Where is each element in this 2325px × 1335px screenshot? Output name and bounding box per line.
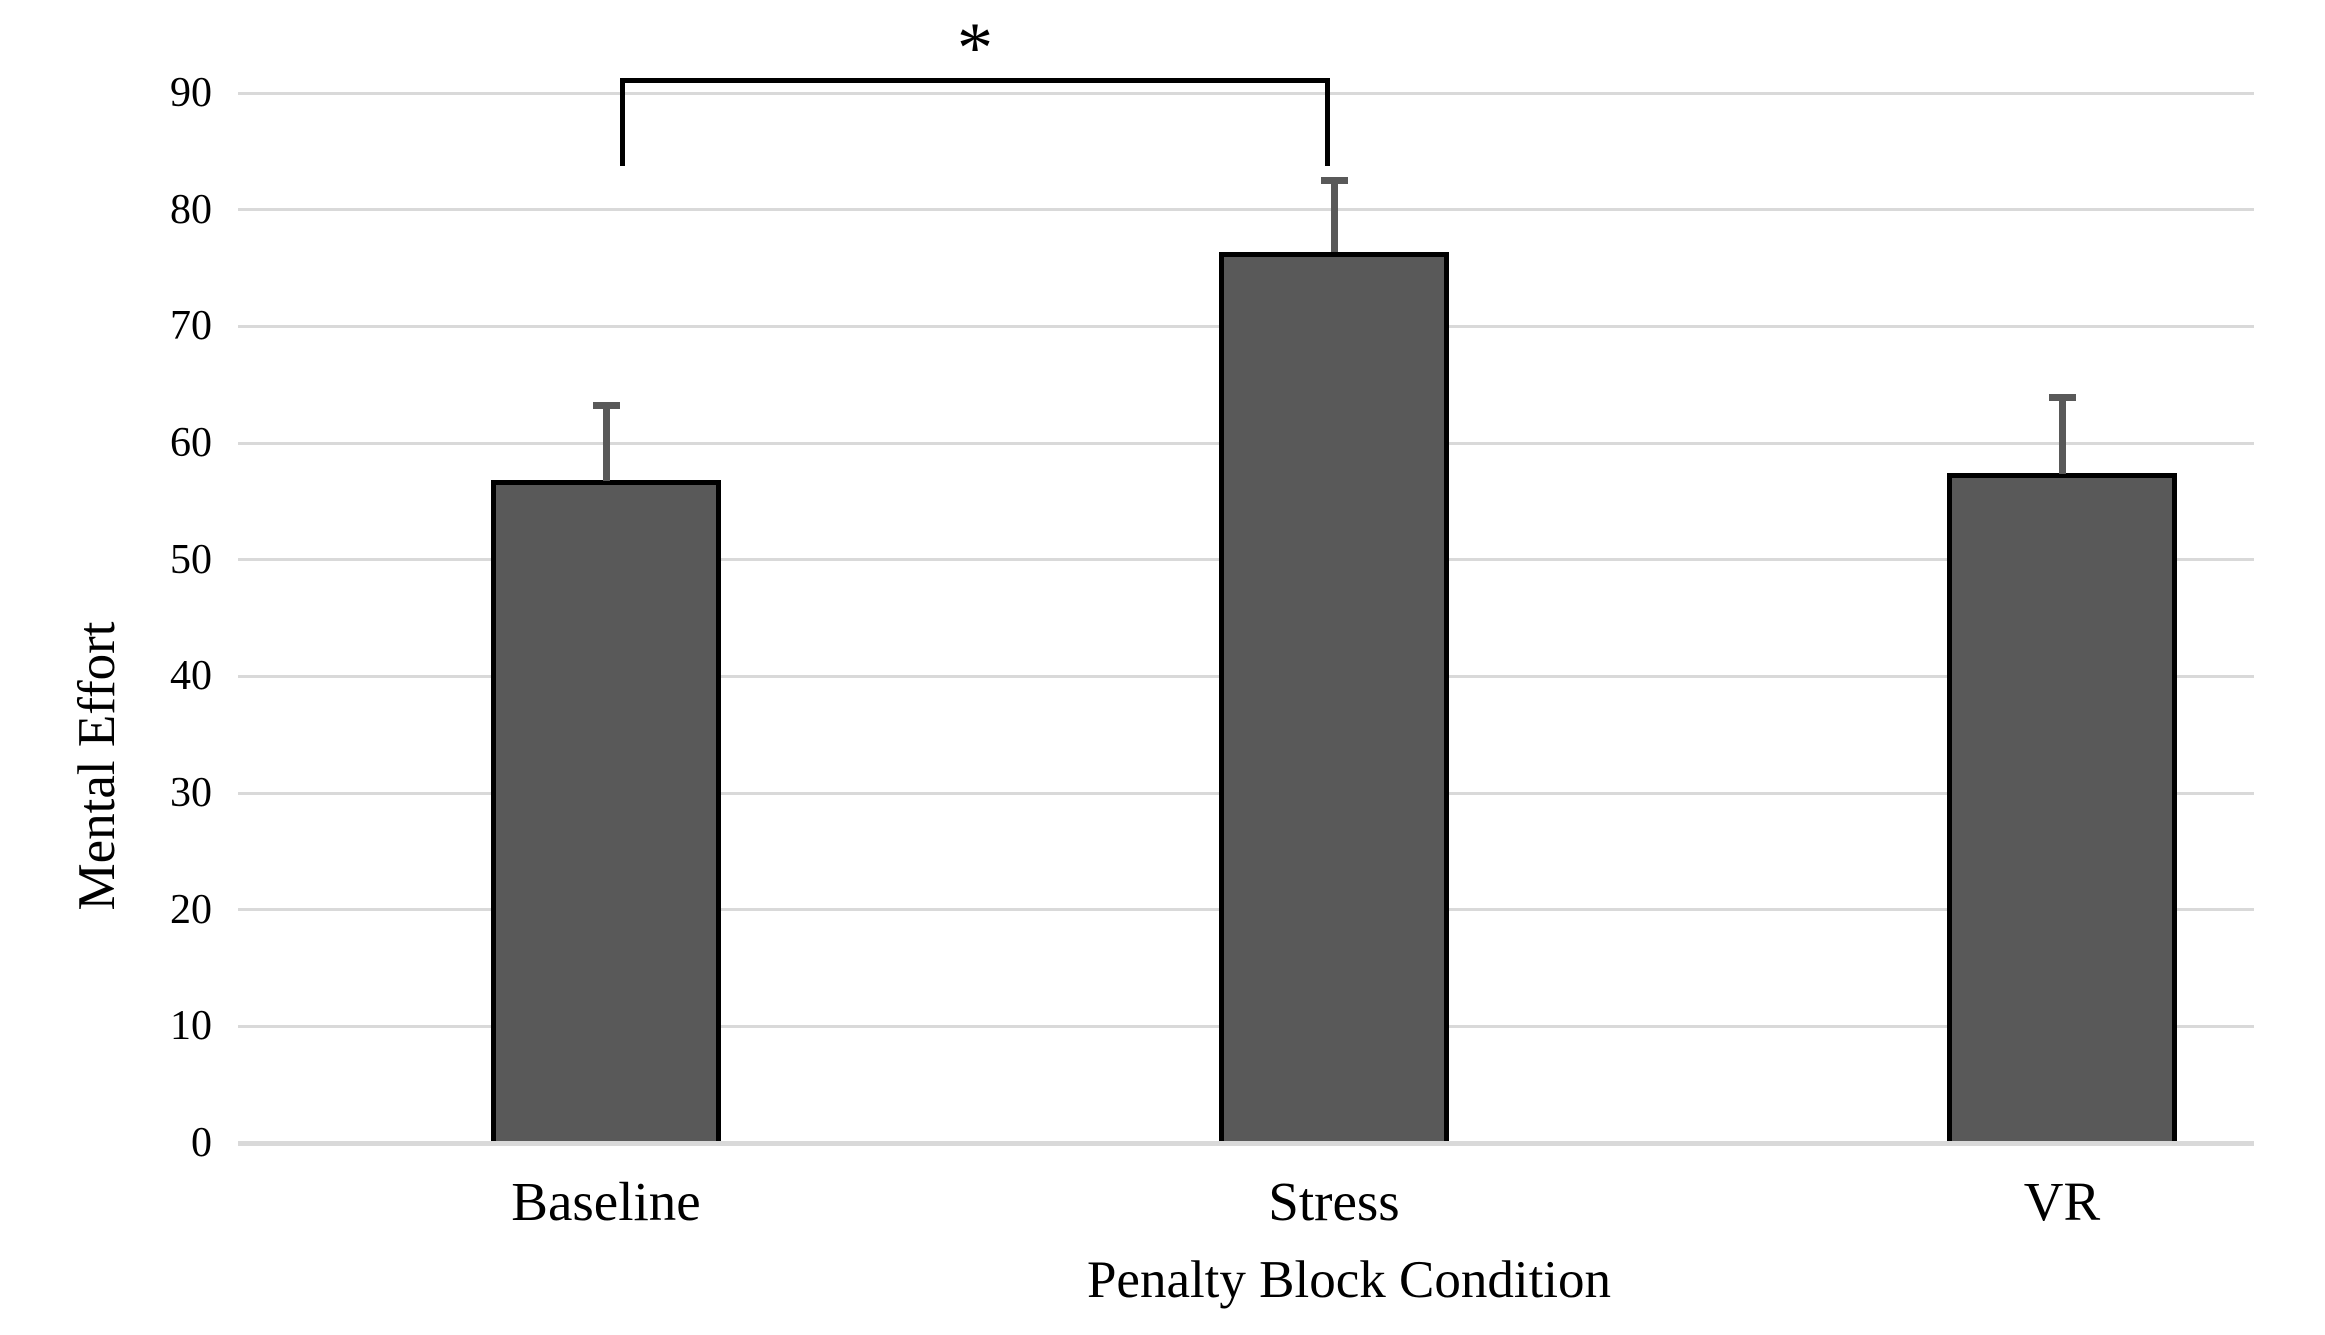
significance-bracket-horizontal [620, 78, 1330, 83]
error-bar-cap-vr [2049, 394, 2076, 401]
error-bar-cap-stress [1321, 177, 1348, 184]
x-axis-title: Penalty Block Condition [1086, 1251, 1612, 1309]
significance-bracket-left-leg [620, 78, 625, 166]
y-tick-label-70: 70 [170, 303, 212, 349]
x-category-label-stress: Stress [1268, 1171, 1400, 1232]
y-tick-label-80: 80 [170, 187, 212, 233]
x-category-label-vr: VR [2023, 1171, 2101, 1232]
gridline-90 [238, 92, 2254, 95]
y-tick-label-60: 60 [170, 420, 212, 466]
x-axis-line [238, 1141, 2254, 1146]
y-tick-label-20: 20 [170, 887, 212, 933]
bar-stress [1219, 252, 1449, 1146]
y-tick-label-40: 40 [170, 653, 212, 699]
y-axis-title: Mental Effort [68, 621, 126, 911]
y-tick-label-90: 90 [170, 70, 212, 116]
error-bar-line-baseline [603, 406, 610, 481]
bar-baseline [491, 480, 721, 1146]
error-bar-line-stress [1331, 181, 1338, 252]
y-tick-label-30: 30 [170, 770, 212, 816]
significance-bracket-right-leg [1325, 78, 1330, 166]
error-bar-cap-baseline [593, 402, 620, 409]
error-bar-line-vr [2059, 398, 2066, 474]
gridline-80 [238, 208, 2254, 211]
x-category-label-baseline: Baseline [511, 1171, 701, 1232]
significance-asterisk: * [957, 8, 993, 88]
y-tick-label-50: 50 [170, 537, 212, 583]
y-tick-label-0: 0 [191, 1120, 212, 1166]
y-tick-label-10: 10 [170, 1003, 212, 1049]
bar-vr [1947, 473, 2177, 1146]
